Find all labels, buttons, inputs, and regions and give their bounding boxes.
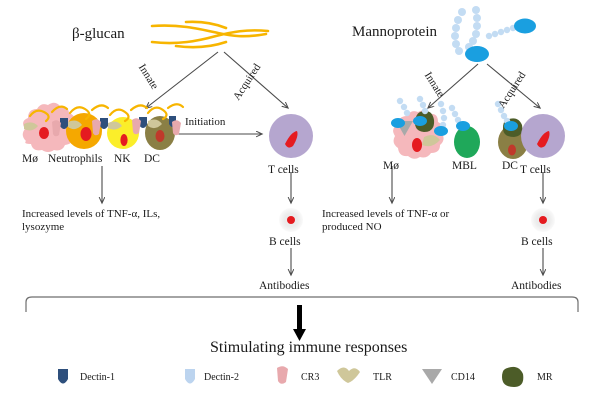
legend-label-dectin-2: Dectin-2 bbox=[204, 372, 239, 383]
cell-label-mo-right: Mø bbox=[383, 160, 399, 172]
legend-icon-cr3-receptor-icon bbox=[277, 366, 288, 384]
initiation-label: Initiation bbox=[185, 116, 226, 128]
arrow-innate-right bbox=[428, 63, 479, 108]
legend-icon-tlr-receptor-icon bbox=[337, 367, 360, 383]
cell-label-t-cells-right: T cells bbox=[520, 164, 551, 176]
legend-icon-cd14-receptor-icon bbox=[422, 369, 442, 384]
left-cell-receptors bbox=[24, 103, 185, 137]
cell-label-nk: NK bbox=[114, 153, 131, 165]
legend-label-mr: MR bbox=[537, 372, 553, 383]
thick-down-arrow bbox=[293, 305, 306, 341]
b-cell-icon-left bbox=[279, 208, 303, 232]
b-cell-icon-right bbox=[531, 208, 555, 232]
cell-mo-left bbox=[22, 102, 77, 152]
t-cell-icon-left bbox=[269, 114, 313, 158]
beta-glucan-strands-icon bbox=[150, 20, 270, 49]
output-text-left: Increased levels of TNF-α, ILs, lysozyme bbox=[22, 208, 161, 233]
legend-icon-dectin2-receptor-icon bbox=[185, 369, 195, 384]
legend-label-cd14: CD14 bbox=[451, 372, 475, 383]
legend-label-cr3: CR3 bbox=[301, 372, 320, 383]
cell-label-t-cells-left: T cells bbox=[268, 164, 299, 176]
cell-label-neutrophils: Neutrophils bbox=[48, 153, 103, 165]
main-caption: Stimulating immune responses bbox=[210, 339, 408, 356]
cell-label-b-cells-left: B cells bbox=[269, 236, 301, 248]
arrow-innate-left bbox=[146, 51, 219, 108]
cell-label-mbl: MBL bbox=[452, 160, 477, 172]
cell-label-b-cells-right: B cells bbox=[521, 236, 553, 248]
summary-bracket bbox=[25, 296, 579, 312]
label-antibodies-left: Antibodies bbox=[259, 280, 310, 292]
output-text-right: Increased levels of TNF-α or produced NO bbox=[322, 208, 450, 233]
cell-label-dc-right: DC bbox=[502, 160, 518, 172]
panel-title-beta-glucan: β-glucan bbox=[72, 26, 125, 42]
cell-mbl bbox=[454, 126, 480, 158]
arrow-acquired-right bbox=[486, 63, 540, 108]
mannoprotein-chain-icon bbox=[451, 6, 536, 62]
arrow-acquired-left bbox=[223, 51, 288, 108]
panel-title-mannoprotein: Mannoprotein bbox=[352, 24, 437, 40]
cell-label-mo-left: Mø bbox=[22, 153, 38, 165]
legend-icon-mr-receptor-icon bbox=[502, 366, 524, 387]
label-antibodies-right: Antibodies bbox=[511, 280, 562, 292]
legend-icon-dectin1-receptor-icon bbox=[58, 369, 68, 384]
legend-label-tlr: TLR bbox=[373, 372, 392, 383]
right-cell-mannose-chains bbox=[391, 95, 518, 136]
legend-label-dectin-1: Dectin-1 bbox=[80, 372, 115, 383]
t-cell-icon-right bbox=[521, 114, 565, 158]
cell-label-dc-left: DC bbox=[144, 153, 160, 165]
